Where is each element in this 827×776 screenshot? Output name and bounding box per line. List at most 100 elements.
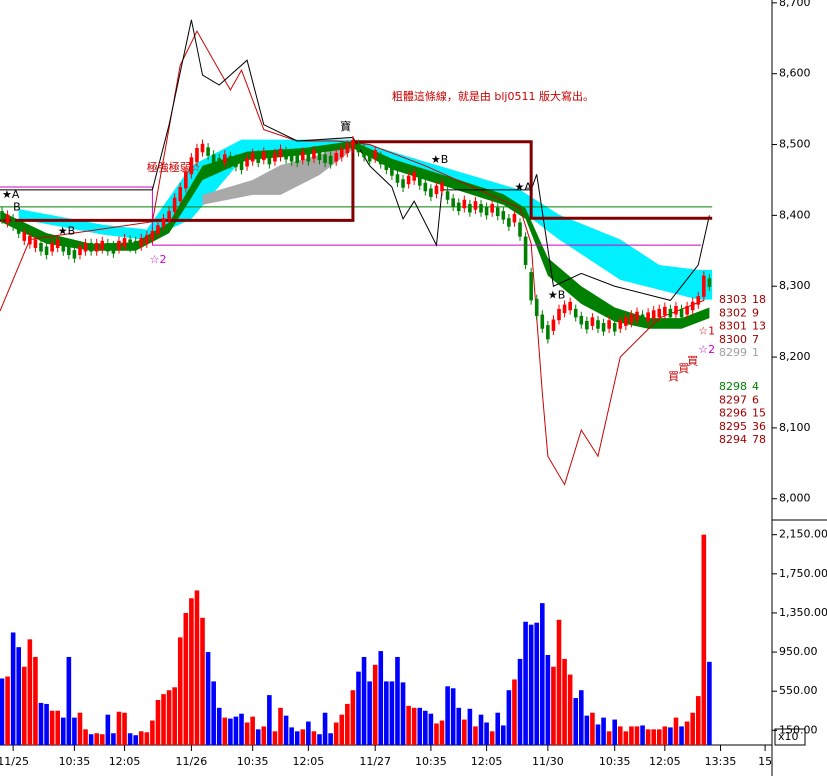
candle-body [339,148,344,158]
volume-bar [534,622,540,745]
annotation: ☆1 [698,325,715,338]
volume-tick-label: 950.00 [779,645,818,658]
candle-body [223,154,227,163]
order-qty: 78 [752,433,766,446]
volume-bar [517,658,523,745]
volume-bar [172,687,177,745]
order-price: 8301 [719,320,747,333]
y-tick-label: 8,700 [779,0,811,9]
candle-body [67,246,71,256]
order-qty: 18 [752,293,766,306]
candle-body [468,204,472,213]
candle-body [674,306,678,315]
candle-body [490,204,494,213]
annotation: ★A [514,181,532,194]
volume-bar [562,658,567,745]
volume-tick-label: 1,750.00 [779,567,827,580]
y-tick-label: 8,500 [779,138,811,151]
volume-bar [690,712,695,745]
x-tick-label: 10:35 [415,755,447,768]
candle-body [150,230,155,240]
candle-body [312,150,316,159]
candle-body [11,218,15,227]
candle-body [306,153,311,162]
candle-body [562,304,567,314]
order-price: 8303 [719,293,747,306]
candle-body [261,151,266,161]
volume-bar [177,637,183,745]
candle-body [401,179,405,188]
volume-bar [5,676,10,745]
volume-bar [523,621,528,745]
candle-body [635,311,639,321]
volume-bar [567,674,573,745]
candle-body [612,323,617,332]
candle-body [228,155,233,165]
volume-bar [411,707,417,745]
candle-body [94,242,99,252]
volume-bar [668,727,673,745]
volume-bar [278,707,283,745]
candle-body [546,325,550,340]
y-tick-label: 8,000 [779,492,811,505]
indicator-line [0,186,702,246]
volume-bar [645,729,651,745]
candle-body [300,151,305,161]
volume-bar [228,718,233,745]
candle-body [211,154,216,163]
candle-body [657,308,662,318]
annotation: 極強極弱☆ [147,160,201,174]
volume-bar [428,713,434,745]
candle-body [429,188,433,197]
y-tick-label: 8,400 [779,208,811,221]
volume-bar [445,686,450,745]
candle-body [445,191,450,200]
volume-bar [150,720,155,745]
y-tick-label: 8,600 [779,67,811,80]
x-tick-label: 10:35 [237,755,269,768]
candle-body [145,235,149,244]
volume-bar [250,716,255,745]
volume-bar [333,722,339,745]
candle-body [702,275,706,297]
volume-bar [384,681,389,745]
volume-bar [66,656,72,745]
candle-body [579,315,584,325]
candle-body [624,317,628,326]
volume-bar [317,734,322,745]
candle-body [440,182,444,192]
order-price: 8297 [719,393,747,406]
candle-body [551,319,556,331]
candle-body [473,201,478,210]
volume-bar [289,727,294,745]
candle-body [161,218,166,227]
candle-body [334,153,339,162]
candle-body [590,317,595,326]
candle-body [39,242,43,252]
volume-bar [528,624,534,745]
y-tick-label: 8,200 [779,350,811,363]
x-tick-label: 11/25 [0,755,29,768]
x-tick-label: 10:35 [599,755,631,768]
candle-body [390,167,394,176]
candle-body [356,143,361,153]
candle-body [72,250,77,259]
volume-bar [578,690,584,745]
volume-bar [16,647,22,745]
annotation: 寶 [340,119,351,133]
candle-body [362,148,366,158]
candle-body [245,157,249,167]
volume-bar [400,682,406,745]
candle-body [585,320,589,330]
y-tick-label: 8,100 [779,421,811,434]
candle-body [295,154,300,163]
volume-bar [261,726,267,745]
x-tick-label: 15 [758,755,772,768]
candle-body [501,211,506,220]
volume-bar [233,716,239,745]
candle-body [284,150,288,160]
volume-bar [345,703,350,745]
order-price: 8300 [719,333,747,346]
candle-body [139,238,144,247]
